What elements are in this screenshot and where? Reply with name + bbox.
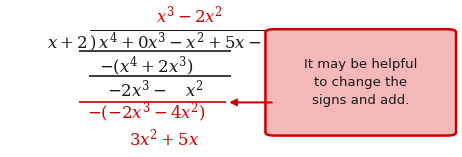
Text: $3x^2 + 5x$: $3x^2 + 5x$ — [129, 128, 200, 150]
Text: $-(x^4 + 2x^3)$: $-(x^4 + 2x^3)$ — [99, 54, 193, 78]
Text: $-2x^3 - \quad x^2$: $-2x^3 - \quad x^2$ — [107, 78, 204, 100]
Text: $-(-2x^3 - 4x^2)$: $-(-2x^3 - 4x^2)$ — [87, 101, 206, 125]
Text: It may be helpful
to change the
signs and add.: It may be helpful to change the signs an… — [304, 58, 418, 107]
Text: $x^3 - 2x^2$: $x^3 - 2x^2$ — [156, 4, 223, 26]
Text: $x + 2\,\overline{)\,x^4 + 0x^3 - x^2 + 5x - 2}$: $x + 2\,\overline{)\,x^4 + 0x^3 - x^2 + … — [47, 27, 277, 53]
FancyBboxPatch shape — [266, 29, 456, 136]
